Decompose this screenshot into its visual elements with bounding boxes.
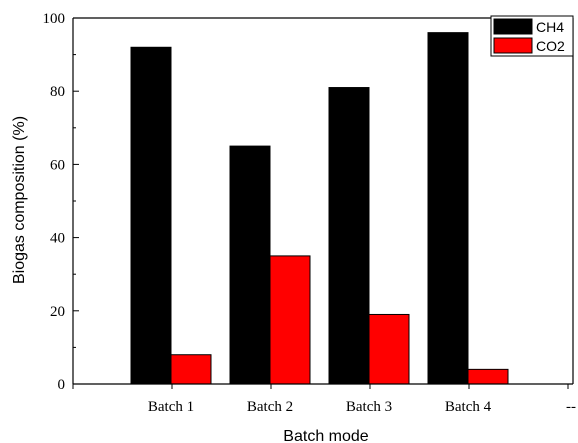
legend-swatch-co2	[493, 37, 533, 54]
axes-group	[72, 17, 574, 389]
y-tick-label: 20	[50, 304, 65, 320]
y-tick-label: 60	[50, 157, 65, 173]
legend-label-co2: CO2	[536, 38, 565, 54]
x-tick-label: Batch 4	[445, 399, 492, 415]
y-tick-label: 0	[58, 377, 66, 393]
x-axis-title: Batch mode	[283, 428, 368, 443]
y-tick-label: 100	[43, 11, 66, 27]
bar-co2-1	[170, 354, 212, 385]
legend-swatch-ch4	[493, 18, 533, 35]
bar-co2-4	[467, 368, 509, 385]
bar-ch4-1	[130, 46, 172, 385]
x-tick-label: Batch 1	[148, 399, 194, 415]
bar-ch4-2	[229, 145, 271, 385]
tick-labels-group: 0 20 40 60 80 100 Batch 1 Batch 2 Batch 3 Batch 4…	[43, 11, 577, 415]
bar-ch4-3	[328, 87, 370, 385]
bar-co2-2	[269, 255, 311, 385]
x-tick-label-extra: --	[566, 399, 576, 415]
y-axis-title: Biogas composition (%)	[11, 116, 28, 284]
bar-ch4-4	[427, 32, 469, 385]
x-tick-label: Batch 2	[247, 399, 293, 415]
y-tick-label: 40	[50, 231, 65, 247]
legend-label-ch4: CH4	[536, 19, 564, 35]
bar-co2-3	[368, 313, 410, 385]
y-tick-label: 80	[50, 84, 65, 100]
x-tick-label: Batch 3	[346, 399, 392, 415]
bars-group	[130, 32, 509, 385]
